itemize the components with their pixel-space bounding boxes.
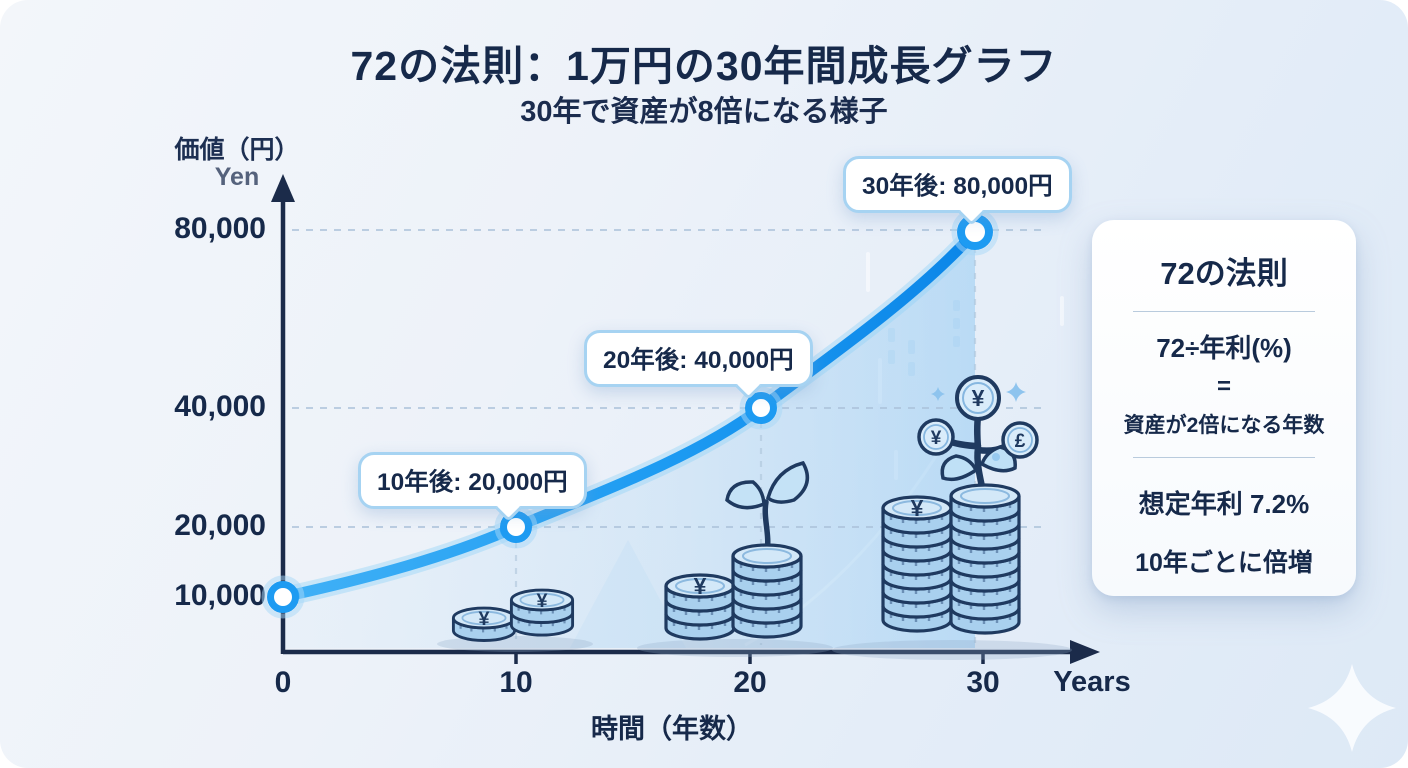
info-card: 72の法則 72÷年利(%) = 資産が2倍になる年数 想定年利 7.2% 10… [1092, 220, 1356, 596]
x-tick-0: 0 [274, 666, 292, 699]
money-tree-icon: ¥ ¥ £ [917, 375, 1039, 504]
y-tick-20000: 20,000 [174, 509, 266, 542]
page-subtitle: 30年で資産が8倍になる様子 [520, 96, 888, 128]
seedling-icon [725, 460, 810, 555]
x-tick-30: 30 [966, 666, 1000, 699]
data-point-0y [267, 581, 299, 613]
callout-20y-label: 20年後: 40,000円 [603, 347, 794, 374]
x-tick-20: 20 [733, 666, 767, 699]
y-axis-label-en: Yen [214, 163, 260, 191]
formula-numerator: 72÷年利(%) [1156, 333, 1292, 363]
y-tick-80000: 80,000 [174, 212, 266, 245]
info-card-title: 72の法則 [1160, 256, 1288, 291]
sparkle-icon [1308, 664, 1396, 752]
sparkle-icon [931, 382, 1026, 461]
callout-30y: 30年後: 80,000円 [843, 156, 1072, 226]
x-axis-unit-label: Years [1053, 666, 1131, 698]
callout-30y-label: 30年後: 80,000円 [862, 173, 1053, 200]
svg-text:£: £ [1015, 431, 1026, 452]
x-axis-label: 時間（年数） [591, 714, 753, 744]
y-axis-label-jp: 価値（円） [174, 136, 300, 164]
note-doubling: 10年ごとに倍増 [1135, 549, 1313, 577]
yen-coin-symbol: ¥ [536, 590, 547, 612]
card-divider [1133, 311, 1315, 312]
data-point-10y [500, 511, 532, 543]
page-title: 72の法則：1万円の30年間成長グラフ [350, 43, 1058, 89]
growth-curve [277, 226, 981, 603]
formula-equals: = [1216, 373, 1231, 400]
y-tick-40000: 40,000 [174, 390, 266, 423]
callout-10y-label: 10年後: 20,000円 [377, 469, 568, 496]
coin-stack-year30: ¥ ¥ £ [832, 375, 1072, 660]
area-fill [283, 232, 975, 648]
yen-coin-symbol: ¥ [478, 608, 489, 630]
yen-coin-symbol: ¥ [694, 573, 707, 599]
data-point-20y [745, 392, 777, 424]
pound-coin-fruit-icon: £ [1001, 421, 1039, 459]
coin-stack-year10: ¥ ¥ [437, 588, 593, 652]
card-divider [1133, 457, 1315, 458]
note-assumed-rate: 想定年利 7.2% [1138, 489, 1310, 519]
yen-coin-fruit-icon: ¥ [917, 418, 955, 456]
yen-coin-symbol: ¥ [911, 495, 924, 521]
svg-text:¥: ¥ [931, 428, 942, 449]
y-tick-10000: 10,000 [174, 579, 266, 612]
formula-result: 資産が2倍になる年数 [1123, 414, 1325, 437]
x-axis-arrow-icon [1070, 640, 1100, 664]
y-axis-arrow-icon [271, 174, 295, 202]
callout-20y: 20年後: 40,000円 [584, 330, 813, 400]
callout-10y: 10年後: 20,000円 [358, 452, 587, 522]
svg-text:¥: ¥ [972, 385, 985, 411]
x-tick-10: 10 [499, 666, 533, 699]
yen-coin-fruit-icon: ¥ [955, 375, 1001, 421]
coin-stack-year20: ¥ [637, 460, 833, 657]
